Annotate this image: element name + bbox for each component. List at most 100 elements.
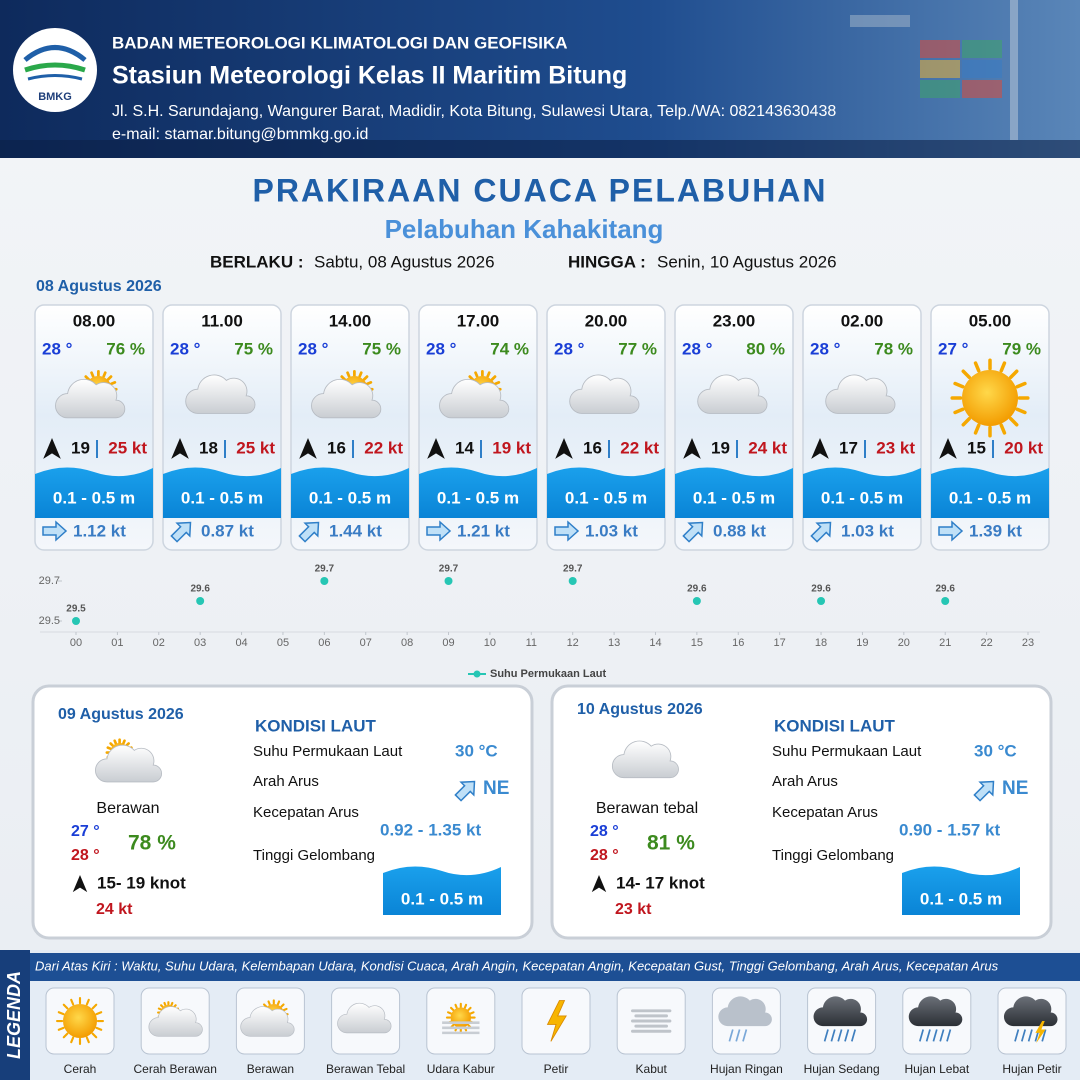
icon-part bbox=[311, 378, 382, 419]
text: 08 Agustus 2026 bbox=[36, 278, 162, 295]
text: NE bbox=[483, 778, 509, 799]
text: Hujan Sedang bbox=[804, 1062, 880, 1076]
text: Kecepatan Arus bbox=[253, 804, 359, 821]
text: 25 kt bbox=[108, 438, 147, 457]
text: 0.1 - 0.5 m bbox=[821, 488, 903, 507]
icon-part bbox=[106, 746, 112, 751]
text: 19 kt bbox=[492, 438, 531, 457]
x-tick-label: 21 bbox=[939, 637, 951, 649]
icon-part bbox=[91, 1032, 98, 1039]
icon-part bbox=[474, 371, 479, 378]
text: KONDISI LAUT bbox=[774, 716, 896, 735]
icon-part bbox=[90, 371, 95, 378]
text: 81 % bbox=[647, 832, 695, 855]
text: 10 Agustus 2026 bbox=[577, 701, 703, 718]
text: Tinggi Gelombang bbox=[253, 847, 375, 864]
y-tick-label: 29.7 bbox=[39, 575, 60, 587]
data-label: 29.7 bbox=[439, 564, 459, 575]
current-arrow bbox=[682, 521, 704, 543]
text: 1.21 kt bbox=[457, 521, 510, 540]
text: 0.1 - 0.5 m bbox=[949, 488, 1031, 507]
icon-part bbox=[72, 875, 88, 893]
text: 05.00 bbox=[969, 311, 1012, 330]
x-tick-label: 04 bbox=[235, 637, 247, 649]
text: 28 ° bbox=[426, 339, 457, 358]
icon-part bbox=[55, 378, 126, 419]
text: 28 ° bbox=[682, 339, 713, 358]
icon-part bbox=[803, 467, 921, 518]
icon-part bbox=[299, 438, 317, 459]
text: Cerah Berawan bbox=[134, 1062, 217, 1076]
text: Udara Kabur bbox=[427, 1062, 495, 1076]
text: 75 % bbox=[234, 339, 273, 358]
weather-icon bbox=[631, 1009, 672, 1033]
text: 1.44 kt bbox=[329, 521, 382, 540]
icon-part bbox=[825, 374, 896, 414]
text: Stasiun Meteorologi Kelas II Maritim Bit… bbox=[112, 62, 627, 90]
icon-part bbox=[358, 371, 363, 378]
icon-part bbox=[62, 1032, 69, 1039]
icon-part bbox=[569, 374, 640, 414]
text: 0.1 - 0.5 m bbox=[181, 488, 263, 507]
icon-part bbox=[813, 996, 868, 1027]
text: 0.87 kt bbox=[201, 521, 254, 540]
text: 28 ° bbox=[170, 339, 201, 358]
data-label: 29.5 bbox=[66, 604, 86, 615]
text: 20.00 bbox=[585, 311, 628, 330]
icon-part bbox=[267, 1000, 271, 1006]
icon-part bbox=[973, 361, 981, 373]
logo-badge bbox=[13, 28, 97, 112]
x-tick-label: 20 bbox=[898, 637, 910, 649]
icon-part bbox=[1015, 407, 1027, 415]
icon-part bbox=[939, 1029, 945, 1042]
text: 17 bbox=[839, 438, 858, 457]
icon-part bbox=[682, 521, 704, 543]
icon-part bbox=[426, 520, 452, 542]
text: 20 kt bbox=[1004, 438, 1043, 457]
text: PRAKIRAAN CUACA PELABUHAN bbox=[252, 172, 827, 208]
icon-part bbox=[953, 407, 965, 415]
text: 30 °C bbox=[974, 741, 1017, 760]
weather-icon bbox=[569, 374, 640, 414]
icon-part bbox=[591, 875, 607, 893]
text: Suhu Permukaan Laut bbox=[772, 743, 922, 760]
x-tick-label: 00 bbox=[70, 637, 82, 649]
text: 30 °C bbox=[455, 741, 498, 760]
text: 15 bbox=[967, 438, 986, 457]
icon-part bbox=[439, 378, 510, 419]
icon-part bbox=[467, 1006, 472, 1012]
text: 1.03 kt bbox=[585, 521, 638, 540]
weather-icon bbox=[813, 996, 868, 1042]
icon-part bbox=[850, 1029, 857, 1042]
icon-part bbox=[555, 438, 573, 459]
x-tick-label: 08 bbox=[401, 637, 413, 649]
icon-part bbox=[57, 1011, 65, 1016]
text: 76 % bbox=[106, 339, 145, 358]
weather-icon bbox=[240, 999, 295, 1037]
icon-part bbox=[282, 1007, 288, 1012]
text: 23.00 bbox=[713, 311, 756, 330]
text: Pelabuhan Kahakitang bbox=[385, 214, 664, 244]
text: 18 bbox=[199, 438, 218, 457]
icon-part bbox=[938, 520, 964, 542]
icon-part bbox=[70, 998, 75, 1006]
icon-part bbox=[908, 996, 963, 1027]
text: 14- 17 knot bbox=[616, 873, 705, 892]
current-arrow bbox=[426, 520, 452, 542]
icon-part bbox=[365, 381, 373, 386]
text: 80 % bbox=[746, 339, 785, 358]
icon-part bbox=[554, 520, 580, 542]
x-tick-label: 19 bbox=[856, 637, 868, 649]
icon-part bbox=[57, 1026, 65, 1031]
weather-icon bbox=[337, 1002, 392, 1034]
text: 0.88 kt bbox=[713, 521, 766, 540]
icon-part bbox=[844, 1029, 850, 1042]
text: 02.00 bbox=[841, 311, 884, 330]
weather-icon bbox=[825, 374, 896, 414]
icon-part bbox=[697, 374, 768, 414]
icon-part bbox=[163, 467, 281, 518]
current-arrow bbox=[973, 780, 995, 802]
text: 27 ° bbox=[71, 823, 100, 840]
x-tick-label: 10 bbox=[484, 637, 496, 649]
icon-part bbox=[346, 371, 351, 378]
